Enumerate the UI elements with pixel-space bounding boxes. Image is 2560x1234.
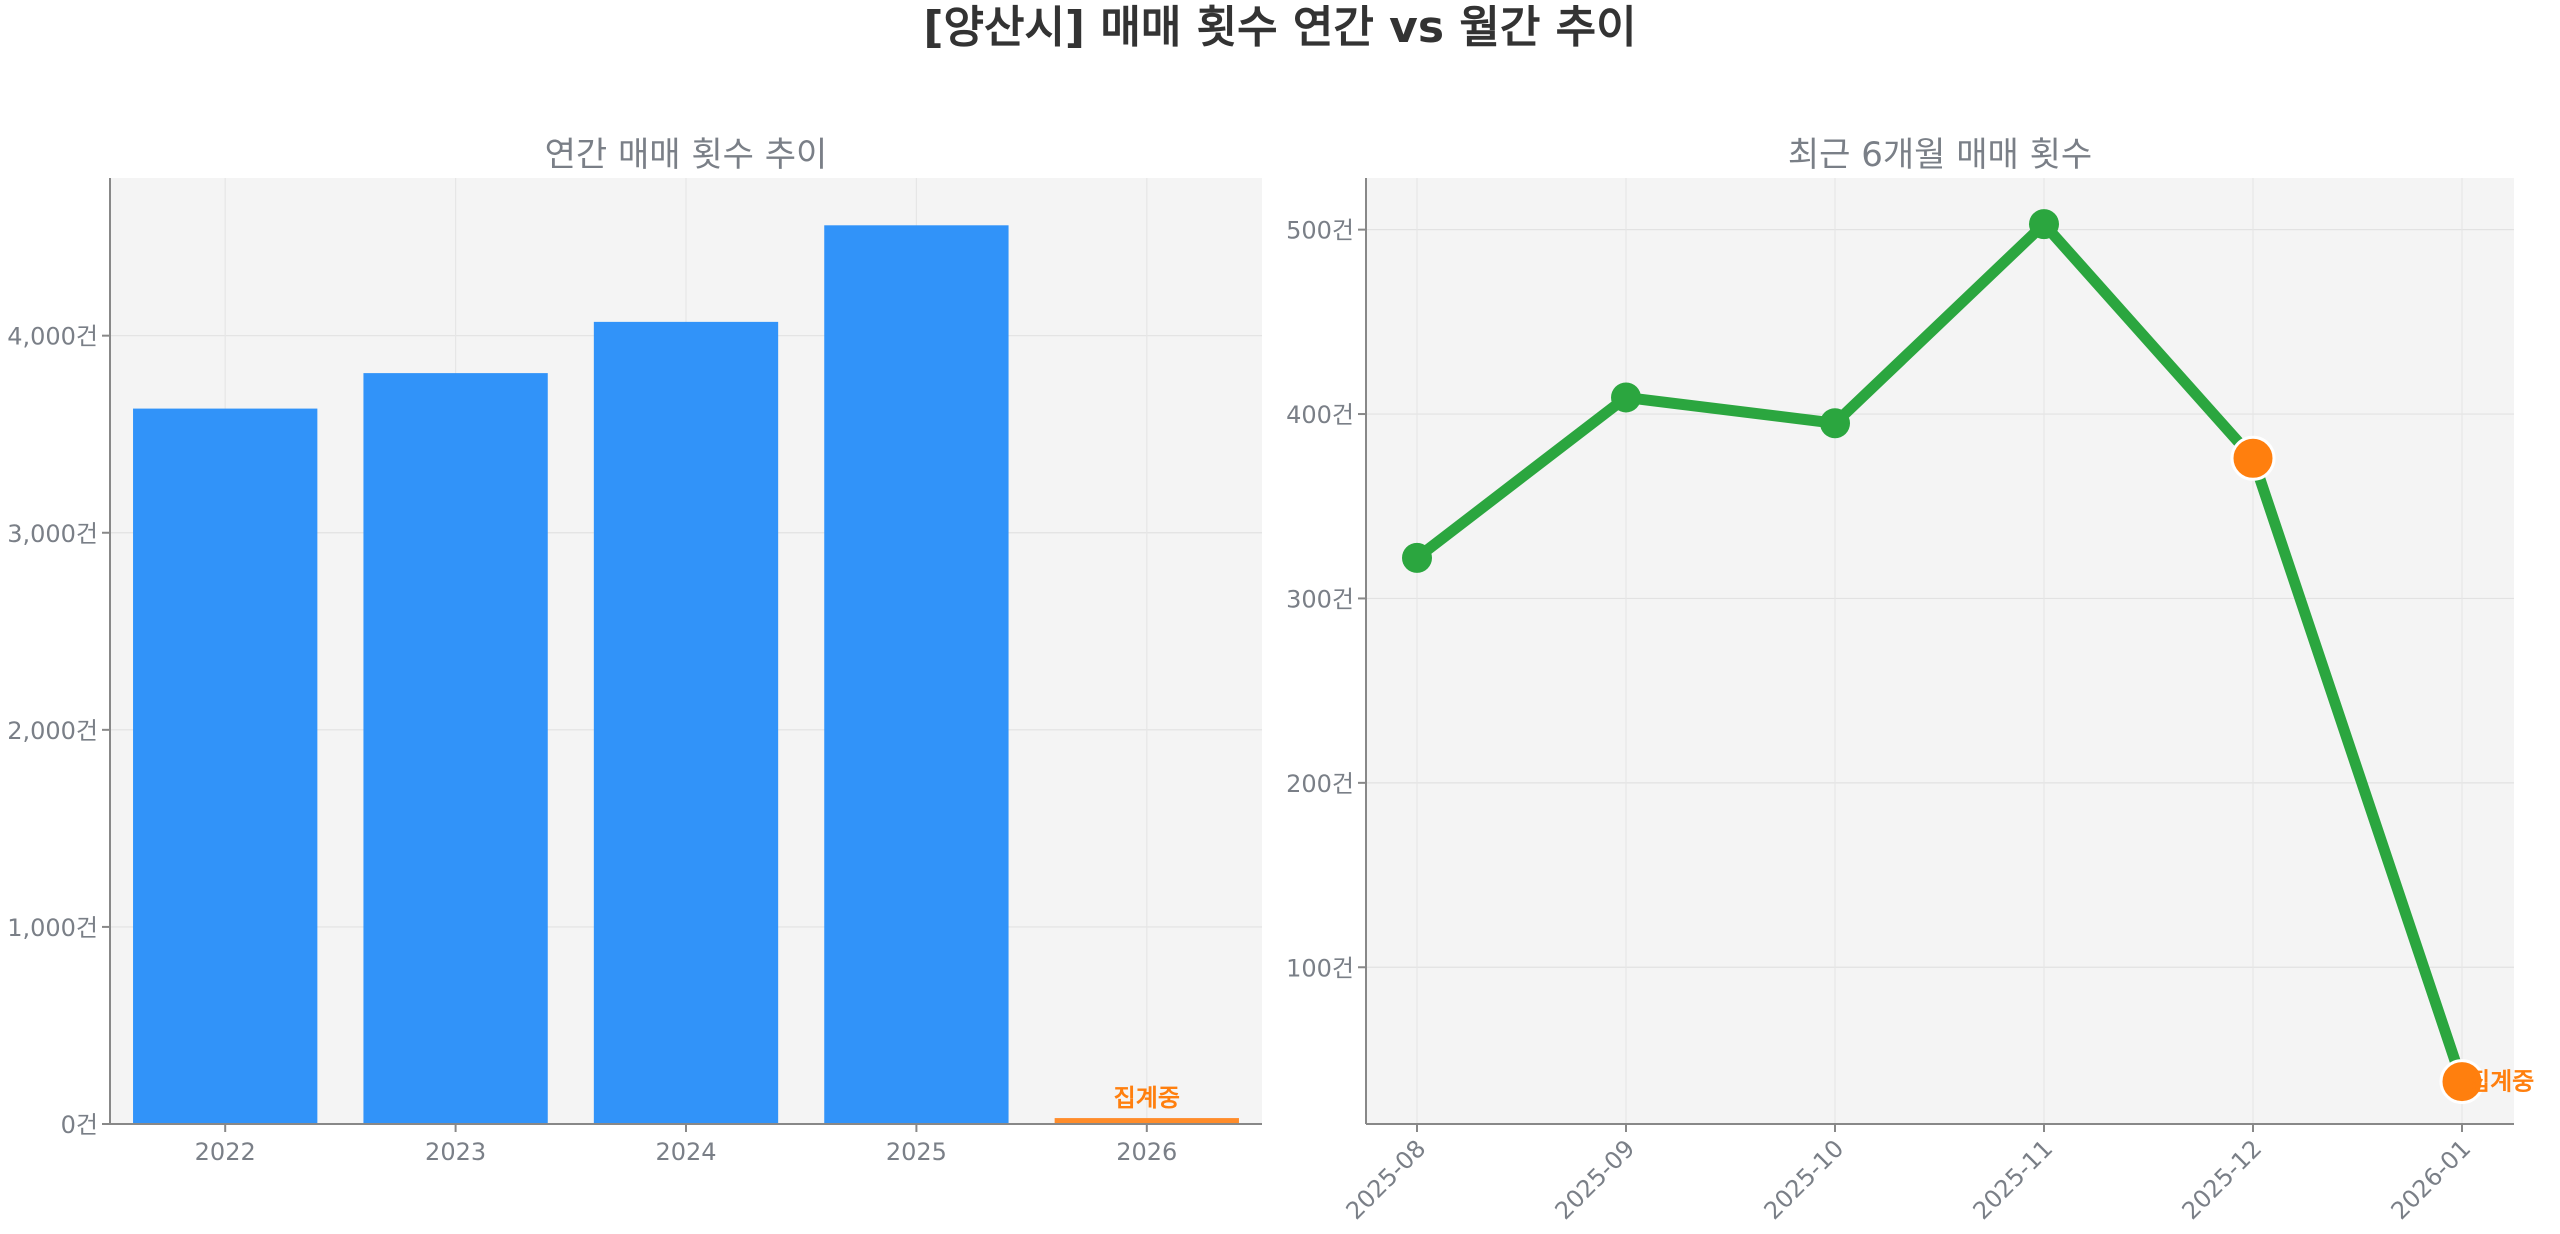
y-tick-label: 1,000건 [7, 914, 98, 942]
x-tick-label: 2025 [886, 1138, 947, 1166]
annual-bar-chart: 집계중 0건 1,000건 2,000건 3,000건 4,000건 2022 2023 202… [7, 135, 1262, 1166]
x-tick-label: 2026-01 [2386, 1134, 2477, 1225]
data-point [2029, 209, 2059, 240]
x-tick-label: 2025-09 [1550, 1134, 1641, 1225]
status-label: 집계중 [1114, 1084, 1180, 1112]
subplot-title: 연간 매매 횟수 추이 [545, 135, 828, 175]
x-tick-label: 2025-08 [1341, 1134, 1432, 1225]
y-tick-label: 300건 [1286, 585, 1354, 613]
x-tick-label: 2025-12 [2177, 1134, 2268, 1225]
bar [133, 408, 318, 1124]
y-tick-label: 500건 [1286, 217, 1354, 245]
status-label: 집계중 [2468, 1068, 2534, 1096]
x-tick-label: 2022 [195, 1138, 256, 1166]
y-tick-label: 400건 [1286, 401, 1354, 429]
y-tick-label: 100건 [1286, 954, 1354, 982]
x-tick-label: 2023 [425, 1138, 486, 1166]
figure-title: [양산시] 매매 횟수 연간 vs 월간 추이 [923, 2, 1636, 53]
y-tick-label: 4,000건 [7, 323, 98, 351]
bar [824, 225, 1009, 1125]
bar [1054, 1118, 1239, 1124]
y-tick-label: 2,000건 [7, 717, 98, 745]
y-tick-label: 200건 [1286, 770, 1354, 798]
highlight-point [2230, 435, 2276, 481]
data-point [1611, 382, 1641, 413]
x-tick-label: 2024 [655, 1138, 716, 1166]
x-tick-label: 2025-11 [1968, 1134, 2059, 1225]
x-tick-label: 2026 [1116, 1138, 1177, 1166]
monthly-line-chart: 집계중 100건 200건 300건 400건 500건 2025-08 2025-09 202… [1286, 135, 2534, 1225]
bar [363, 373, 548, 1124]
data-point [1820, 408, 1850, 439]
y-tick-label: 0건 [61, 1111, 98, 1139]
y-tick-label: 3,000건 [7, 520, 98, 548]
bar [593, 321, 779, 1124]
highlight-point [2439, 1059, 2485, 1105]
subplot-title: 최근 6개월 매매 횟수 [1788, 135, 2092, 175]
data-point [1402, 542, 1432, 573]
series-line [1411, 218, 2468, 1088]
x-tick-label: 2025-10 [1759, 1134, 1850, 1225]
